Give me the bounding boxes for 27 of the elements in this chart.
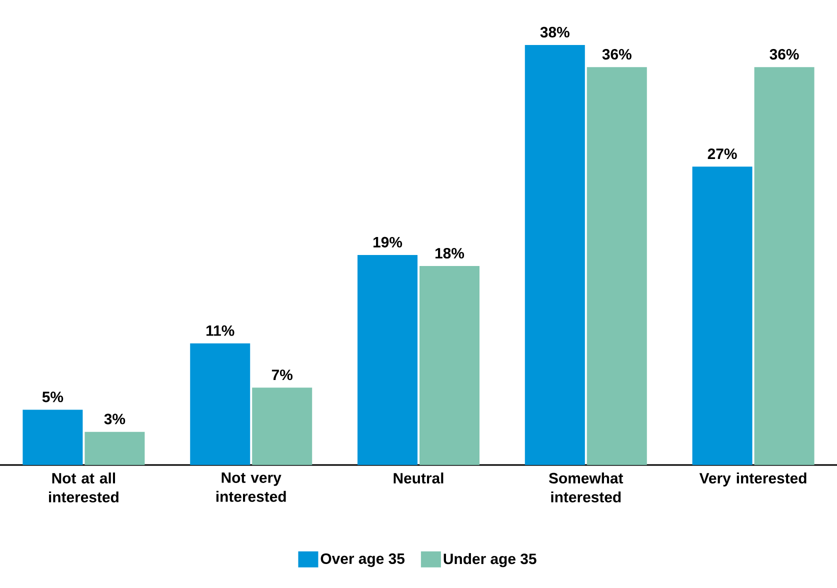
x-tick-label: Not at all interested xyxy=(49,472,118,502)
data-label: 38% xyxy=(540,26,570,38)
x-tick-label: Not very interested xyxy=(216,472,286,502)
bar xyxy=(84,432,145,465)
bar xyxy=(754,67,814,465)
bar xyxy=(692,166,752,465)
bar xyxy=(22,410,83,465)
data-label: 36% xyxy=(770,48,799,60)
data-label: 18% xyxy=(435,248,464,259)
legend-label: Over age 35 xyxy=(320,553,405,567)
data-label: 19% xyxy=(373,236,402,248)
legend-label: Under age 35 xyxy=(444,553,536,568)
bar xyxy=(252,388,312,465)
x-tick-label: Very interested xyxy=(699,472,806,486)
bar xyxy=(524,44,585,465)
data-label: 27% xyxy=(708,148,737,160)
x-tick-label: Neutral xyxy=(394,472,444,484)
data-label: 11% xyxy=(206,325,234,336)
bar xyxy=(190,343,250,465)
data-label: 7% xyxy=(272,370,292,380)
data-label: 5% xyxy=(42,392,64,402)
bar xyxy=(586,67,647,465)
data-label: 3% xyxy=(104,414,126,424)
x-tick-label: Somewhat interested xyxy=(548,472,624,502)
bar xyxy=(420,266,480,465)
bar xyxy=(358,254,418,465)
data-label: 36% xyxy=(602,48,632,60)
